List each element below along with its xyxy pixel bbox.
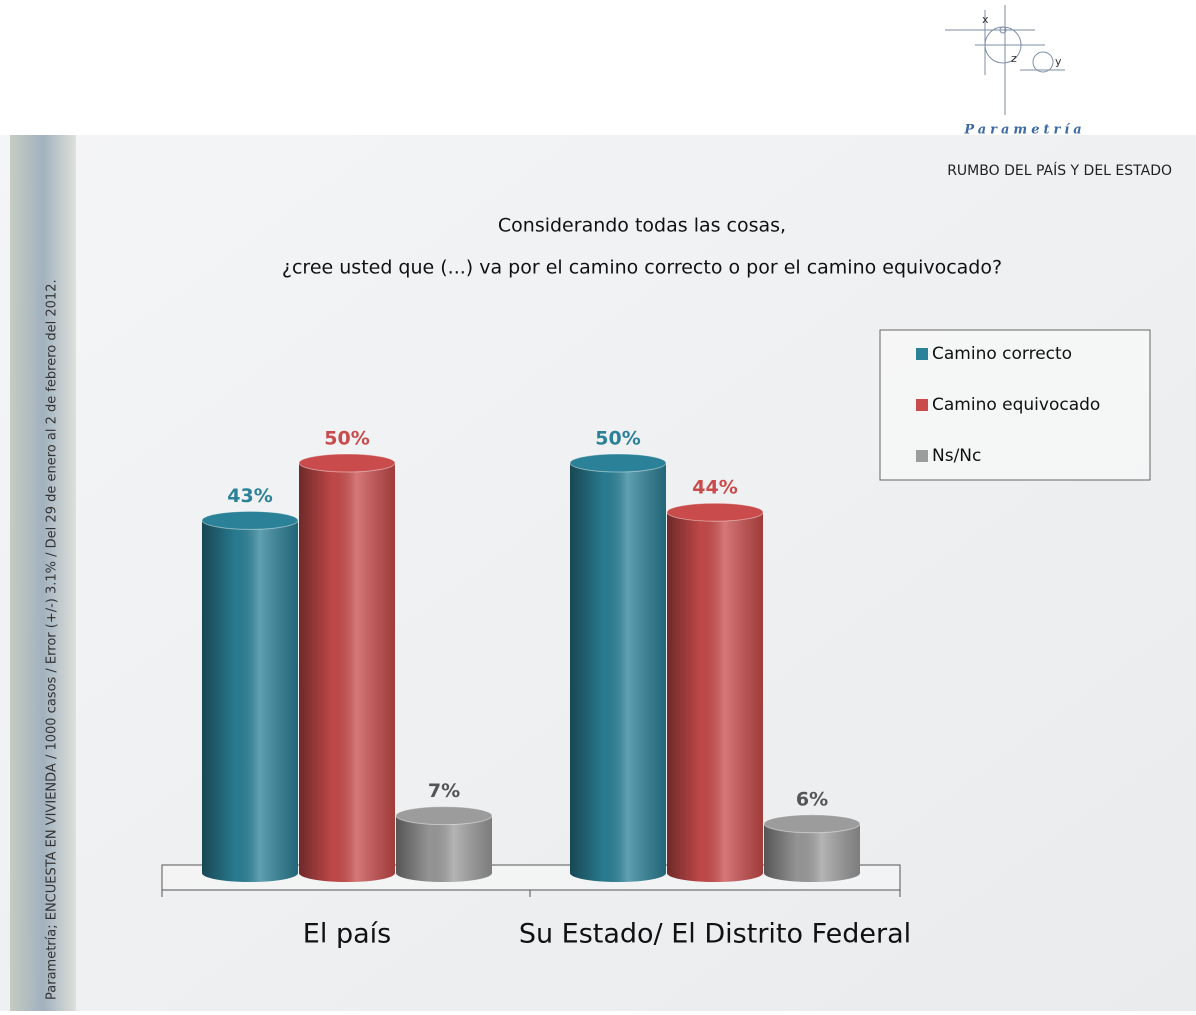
- logo-axis: x: [982, 13, 989, 26]
- bar-cap: [666, 502, 764, 522]
- bar-shade: [667, 512, 763, 882]
- bar-shade: [764, 823, 861, 882]
- value-label: 6%: [796, 788, 828, 810]
- bar-shade: [202, 520, 298, 882]
- bar-cap: [569, 453, 667, 473]
- value-label: 7%: [428, 780, 460, 802]
- legend-label: Camino equivocado: [932, 395, 1100, 415]
- legend-swatch: [916, 399, 928, 411]
- chart-title: Considerando todas las cosas,: [498, 215, 786, 237]
- x-tick-label: Su Estado/ El Distrito Federal: [519, 919, 911, 950]
- bar-cap: [201, 510, 299, 530]
- bar-cap: [395, 806, 493, 826]
- bar-shade: [570, 463, 666, 882]
- logo: [945, 5, 1065, 115]
- bar-shade: [299, 463, 395, 882]
- legend-label: Ns/Nc: [932, 446, 981, 466]
- side-note: Parametría; ENCUESTA EN VIVIENDA / 1000 …: [45, 279, 60, 1000]
- side-strip: [10, 135, 76, 1011]
- bar-cap: [763, 814, 861, 834]
- logo-name: Parametría: [963, 123, 1085, 138]
- legend-swatch: [916, 348, 928, 360]
- logo-axis: z: [1011, 52, 1017, 65]
- top-band: [0, 0, 1196, 135]
- value-label: 43%: [227, 485, 272, 507]
- value-label: 50%: [595, 428, 640, 450]
- legend-label: Camino correcto: [932, 344, 1072, 364]
- legend-swatch: [916, 450, 928, 462]
- x-tick-label: El país: [303, 919, 391, 950]
- logo-axis: y: [1055, 55, 1062, 68]
- header: RUMBO DEL PAÍS Y DEL ESTADO: [947, 162, 1172, 179]
- chart-subtitle: ¿cree usted que (...) va por el camino c…: [282, 257, 1002, 279]
- value-label: 44%: [692, 477, 737, 499]
- bar-shade: [396, 815, 492, 882]
- bar-cap: [298, 453, 396, 473]
- value-label: 50%: [324, 428, 369, 450]
